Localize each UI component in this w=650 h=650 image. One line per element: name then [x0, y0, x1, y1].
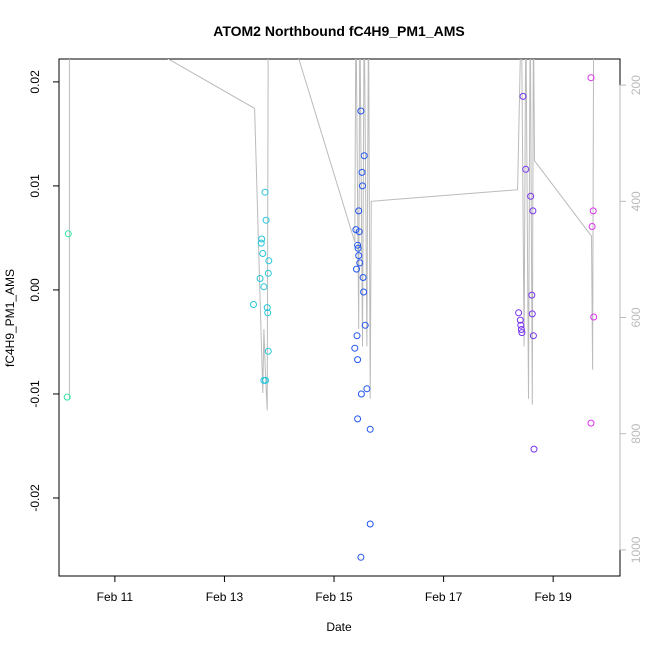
data-point	[363, 385, 371, 393]
data-point	[355, 252, 363, 260]
data-point	[357, 390, 365, 398]
data-point	[262, 216, 270, 224]
x-axis-label: Date	[326, 620, 352, 634]
data-point	[258, 235, 266, 243]
data-point	[354, 244, 362, 252]
data-point	[366, 425, 374, 433]
data-point	[360, 152, 368, 160]
data-point	[256, 275, 264, 282]
y-tick-label: -0.01	[28, 380, 42, 408]
data-point	[527, 192, 535, 200]
data-point	[528, 310, 536, 318]
x-tick-label: Feb 15	[315, 590, 353, 604]
y-tick-label: 0.02	[28, 70, 42, 94]
x-tick-label: Feb 11	[97, 590, 134, 604]
data-point	[530, 445, 538, 453]
data-point	[366, 520, 374, 528]
data-point	[264, 347, 272, 355]
data-point	[260, 283, 268, 291]
data-point	[356, 259, 364, 267]
data-point	[354, 356, 362, 364]
data-point	[63, 393, 71, 401]
data-point	[518, 329, 526, 337]
point-layer	[63, 74, 598, 561]
data-point	[64, 230, 72, 238]
data-point	[359, 182, 366, 190]
data-point	[528, 291, 536, 299]
data-point	[590, 313, 598, 321]
data-point	[355, 207, 363, 215]
data-point	[516, 316, 524, 324]
data-point	[587, 74, 595, 82]
data-point	[265, 257, 273, 265]
y2-tick-label: 200	[629, 75, 643, 95]
y2-tick-label: 600	[629, 307, 643, 327]
y2-tick-label: 800	[629, 423, 643, 443]
y-tick-label: -0.02	[28, 484, 42, 512]
data-point	[261, 188, 269, 196]
data-point	[519, 92, 527, 100]
data-point	[517, 321, 525, 329]
data-point	[263, 304, 271, 312]
data-point	[264, 309, 272, 317]
y2-axis: 200 400 600 800 1000	[619, 75, 643, 563]
line-layer	[68, 59, 595, 411]
data-point	[529, 207, 537, 215]
chart-title: ATOM2 Northbound fC4H9_PM1_AMS	[213, 23, 465, 39]
plot-frame	[58, 58, 621, 577]
y2-tick-label: 1000	[629, 536, 643, 563]
data-point	[259, 250, 267, 257]
data-point	[360, 288, 368, 296]
data-point	[353, 332, 361, 340]
x-tick-label: Feb 13	[206, 590, 244, 604]
data-point	[264, 269, 272, 277]
data-point	[359, 274, 367, 281]
data-point	[250, 301, 257, 308]
data-point	[357, 553, 365, 561]
data-point	[357, 107, 365, 115]
data-point	[588, 223, 596, 230]
y-tick-label: 0.01	[28, 174, 42, 198]
x-axis: Feb 11 Feb 13 Feb 15 Feb 17 Feb 19	[97, 575, 572, 604]
data-point	[262, 376, 269, 384]
secondary-series-line	[68, 59, 595, 411]
x-tick-label: Feb 19	[534, 590, 572, 604]
data-point	[589, 207, 597, 215]
data-point	[257, 239, 265, 247]
data-point	[354, 415, 362, 423]
data-point	[529, 332, 537, 340]
data-point	[353, 265, 360, 273]
data-point	[587, 419, 595, 427]
data-point	[515, 309, 523, 317]
x-tick-label: Feb 17	[425, 590, 463, 604]
data-point	[522, 165, 530, 173]
data-point	[517, 326, 525, 333]
data-point	[355, 228, 363, 236]
data-point	[351, 344, 359, 352]
data-point	[354, 241, 362, 249]
y2-tick-label: 400	[629, 191, 643, 211]
y-axis-label: fC4H9_PM1_AMS	[3, 269, 17, 367]
y-tick-label: 0.00	[28, 278, 42, 302]
y-axis: -0.02 -0.01 0.00 0.01 0.02	[28, 70, 60, 512]
data-point	[358, 168, 366, 176]
data-point	[361, 321, 369, 329]
